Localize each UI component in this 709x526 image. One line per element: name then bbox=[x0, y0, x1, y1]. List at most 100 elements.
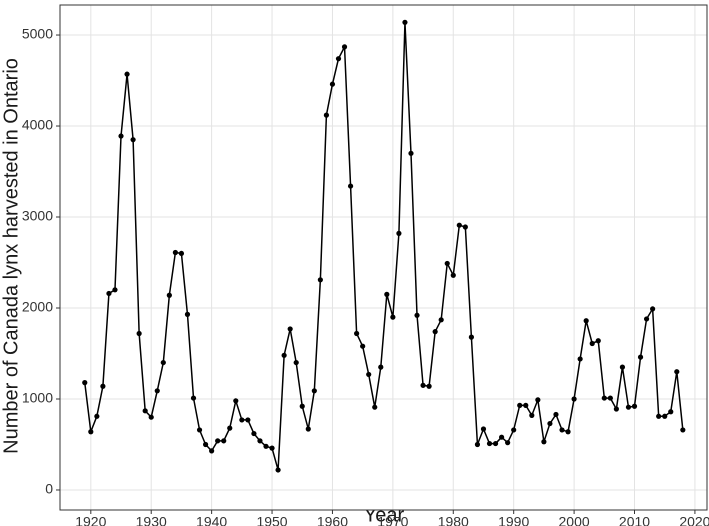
point bbox=[160, 359, 166, 366]
point bbox=[613, 406, 619, 412]
x-tick-label: 2010 bbox=[619, 514, 650, 526]
x-tick-label: 1940 bbox=[196, 514, 227, 526]
point bbox=[414, 312, 420, 318]
point bbox=[420, 382, 426, 388]
point bbox=[390, 314, 396, 320]
line bbox=[84, 22, 684, 471]
point bbox=[668, 409, 674, 415]
point bbox=[124, 71, 130, 77]
point bbox=[209, 448, 215, 454]
point bbox=[311, 388, 317, 394]
point bbox=[541, 439, 547, 445]
point bbox=[650, 306, 656, 312]
point bbox=[444, 260, 450, 267]
point bbox=[656, 413, 662, 419]
point bbox=[577, 356, 583, 362]
point bbox=[215, 438, 221, 444]
point bbox=[450, 272, 456, 278]
point bbox=[396, 230, 402, 236]
y-tick-label: 2000 bbox=[22, 299, 53, 315]
point bbox=[94, 413, 100, 419]
point bbox=[263, 443, 269, 449]
point bbox=[553, 411, 559, 418]
x-tick-label: 1950 bbox=[256, 514, 287, 526]
x-tick-label: 1920 bbox=[75, 514, 106, 526]
point bbox=[601, 395, 607, 401]
point bbox=[680, 427, 686, 433]
x-tick-label: 2000 bbox=[559, 514, 590, 526]
point bbox=[468, 334, 474, 340]
point bbox=[486, 440, 493, 447]
point bbox=[499, 434, 505, 440]
point bbox=[166, 292, 172, 298]
point bbox=[517, 402, 523, 408]
point bbox=[112, 287, 118, 293]
point bbox=[269, 445, 275, 451]
x-tick-label: 1990 bbox=[498, 514, 529, 526]
point bbox=[323, 112, 330, 118]
point bbox=[366, 371, 372, 378]
point bbox=[529, 412, 535, 418]
point bbox=[221, 438, 227, 444]
plot-border bbox=[59, 4, 708, 511]
point bbox=[535, 397, 541, 403]
point bbox=[239, 417, 245, 423]
point bbox=[172, 249, 178, 256]
point bbox=[130, 137, 136, 143]
point bbox=[432, 329, 438, 335]
plot-panel bbox=[60, 5, 707, 510]
point bbox=[523, 402, 529, 408]
point bbox=[372, 404, 378, 410]
point bbox=[154, 388, 160, 394]
x-tick-label: 1970 bbox=[377, 514, 408, 526]
y-tick-label: 3000 bbox=[22, 208, 53, 224]
point bbox=[245, 417, 251, 423]
point bbox=[643, 316, 650, 322]
point bbox=[505, 440, 511, 446]
x-tick-label: 1930 bbox=[136, 514, 167, 526]
y-axis-title: Number of Canada lynx harvested in Ontar… bbox=[0, 58, 22, 454]
point bbox=[281, 352, 287, 358]
y-tick-label: 0 bbox=[45, 481, 53, 497]
point bbox=[378, 364, 384, 370]
point bbox=[341, 44, 348, 50]
point bbox=[408, 150, 414, 156]
point bbox=[637, 354, 644, 360]
point bbox=[106, 290, 112, 297]
point bbox=[227, 425, 233, 431]
point bbox=[631, 403, 638, 409]
point bbox=[565, 429, 571, 435]
point bbox=[571, 396, 577, 402]
point bbox=[402, 19, 408, 25]
point bbox=[317, 277, 323, 283]
point bbox=[607, 395, 613, 401]
point bbox=[329, 81, 336, 87]
y-tick-label: 4000 bbox=[22, 117, 53, 133]
point bbox=[88, 429, 94, 435]
y-tick-label: 5000 bbox=[22, 26, 53, 42]
point bbox=[233, 398, 239, 404]
point bbox=[178, 250, 185, 257]
point bbox=[251, 430, 257, 437]
point bbox=[474, 441, 481, 448]
point bbox=[305, 426, 311, 432]
point bbox=[559, 427, 565, 433]
point bbox=[275, 467, 281, 473]
point bbox=[293, 359, 299, 366]
point bbox=[360, 343, 366, 349]
point bbox=[100, 383, 106, 389]
point bbox=[492, 440, 499, 447]
point bbox=[438, 317, 444, 323]
point bbox=[662, 413, 668, 419]
point bbox=[142, 408, 148, 414]
point bbox=[190, 395, 197, 401]
point bbox=[384, 291, 390, 297]
point bbox=[426, 383, 432, 389]
point bbox=[184, 311, 191, 317]
point bbox=[196, 427, 203, 433]
point bbox=[354, 330, 360, 337]
point bbox=[583, 318, 589, 324]
point bbox=[589, 340, 595, 347]
point bbox=[347, 183, 354, 189]
point bbox=[547, 420, 553, 427]
